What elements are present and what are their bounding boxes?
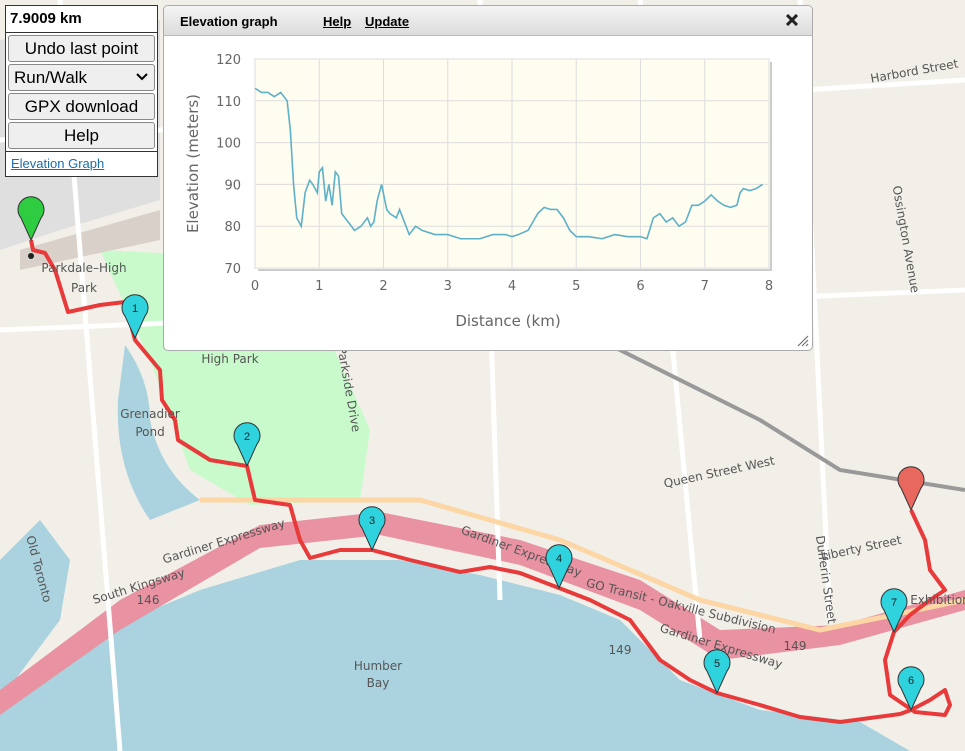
map-label: Park	[71, 281, 97, 295]
y-tick-label: 70	[224, 262, 241, 277]
end-marker[interactable]	[897, 466, 925, 512]
gpx-button[interactable]: GPX download	[8, 93, 155, 120]
pin-body	[545, 544, 573, 590]
pin-body	[233, 422, 261, 468]
map-label: Humber	[354, 659, 402, 673]
plot-shadow	[258, 62, 772, 271]
y-tick-label: 120	[216, 53, 241, 68]
map-label: 146	[137, 593, 160, 607]
pin-body	[358, 506, 386, 552]
grenadier-pond	[117, 345, 200, 520]
elevation-chart: 70 80 90 100 110 120 0 1 2 3 4 5 6 7 8 Distance (km) Ele…	[184, 53, 773, 330]
pin-body	[897, 666, 925, 712]
waypoint-marker[interactable]: 4	[545, 544, 573, 590]
map-label: 149	[784, 639, 807, 653]
x-tick-label: 2	[379, 279, 387, 294]
map-label: Pond	[135, 425, 164, 439]
x-tick-label: 0	[251, 279, 259, 294]
elevation-link[interactable]: Elevation Graph	[6, 151, 157, 176]
x-axis-label: Distance (km)	[455, 312, 560, 330]
waypoint-marker[interactable]: 2	[233, 422, 261, 468]
pin-body	[121, 294, 149, 340]
waypoint-marker[interactable]: 5	[703, 649, 731, 695]
panel-header: Elevation graph Help Update	[164, 6, 812, 36]
waypoint-label: 1	[132, 303, 138, 315]
waypoint-marker[interactable]: 1	[121, 294, 149, 340]
mode-value: Run/Walk	[14, 68, 88, 87]
x-tick-label: 1	[315, 279, 323, 294]
map-label: Parkdale–High	[41, 261, 126, 275]
waypoint-label: 6	[908, 675, 914, 687]
waypoint-label: 7	[891, 597, 897, 609]
x-tick-label: 7	[701, 279, 709, 294]
start-marker[interactable]	[17, 196, 45, 259]
resize-handle[interactable]	[797, 335, 809, 347]
help-button[interactable]: Help	[8, 122, 155, 149]
highway	[0, 512, 965, 715]
waypoint-marker[interactable]: 7	[880, 588, 908, 634]
elevation-line	[254, 87, 764, 240]
x-tick-label: 8	[765, 279, 773, 294]
distance: 7.9009 km	[6, 6, 157, 33]
rail	[20, 210, 160, 270]
close-button[interactable]	[786, 14, 798, 26]
map-label: High Park	[201, 352, 258, 366]
y-tick-label: 100	[216, 137, 241, 152]
map-label: Grenadier	[120, 407, 180, 421]
waypoint-marker[interactable]: 6	[897, 666, 925, 712]
waypoint-label: 5	[714, 658, 720, 670]
x-tick-label: 6	[636, 279, 644, 294]
map-label: 149	[609, 643, 632, 657]
y-tick-label: 80	[224, 220, 241, 235]
waypoint-label: 2	[244, 431, 250, 443]
y-axis-label: Elevation (meters)	[184, 94, 202, 233]
pin-body	[897, 466, 925, 512]
pin-body	[703, 649, 731, 695]
pin-body	[880, 588, 908, 634]
y-tick-label: 110	[216, 95, 241, 110]
panel-title: Elevation graph	[180, 14, 278, 29]
pin-dot	[28, 253, 34, 259]
x-tick-label: 5	[572, 279, 580, 294]
control-box: 7.9009 km Undo last point Run/Walk GPX d…	[5, 5, 158, 177]
dropdown-arrow	[136, 73, 148, 81]
x-tick-label: 3	[444, 279, 452, 294]
undo-button[interactable]: Undo last point	[8, 35, 155, 62]
help-link[interactable]: Help	[323, 14, 352, 29]
river	[0, 520, 70, 700]
map-label: Exhibition	[910, 593, 965, 607]
x-tick-label: 4	[508, 279, 516, 294]
waypoint-marker[interactable]: 3	[358, 506, 386, 552]
pin-body	[17, 196, 45, 242]
map-label: Bay	[367, 676, 390, 690]
y-tick-label: 90	[224, 178, 241, 193]
waypoint-label: 3	[369, 515, 375, 527]
lakeshore-road	[200, 497, 965, 633]
mode-select[interactable]: Run/Walk	[8, 64, 155, 91]
update-link[interactable]: Update	[365, 14, 410, 29]
elevation-panel: Elevation graph Help Update 70 80 90 100 110…	[163, 5, 813, 351]
waypoint-label: 4	[556, 553, 562, 565]
lake	[0, 560, 910, 751]
